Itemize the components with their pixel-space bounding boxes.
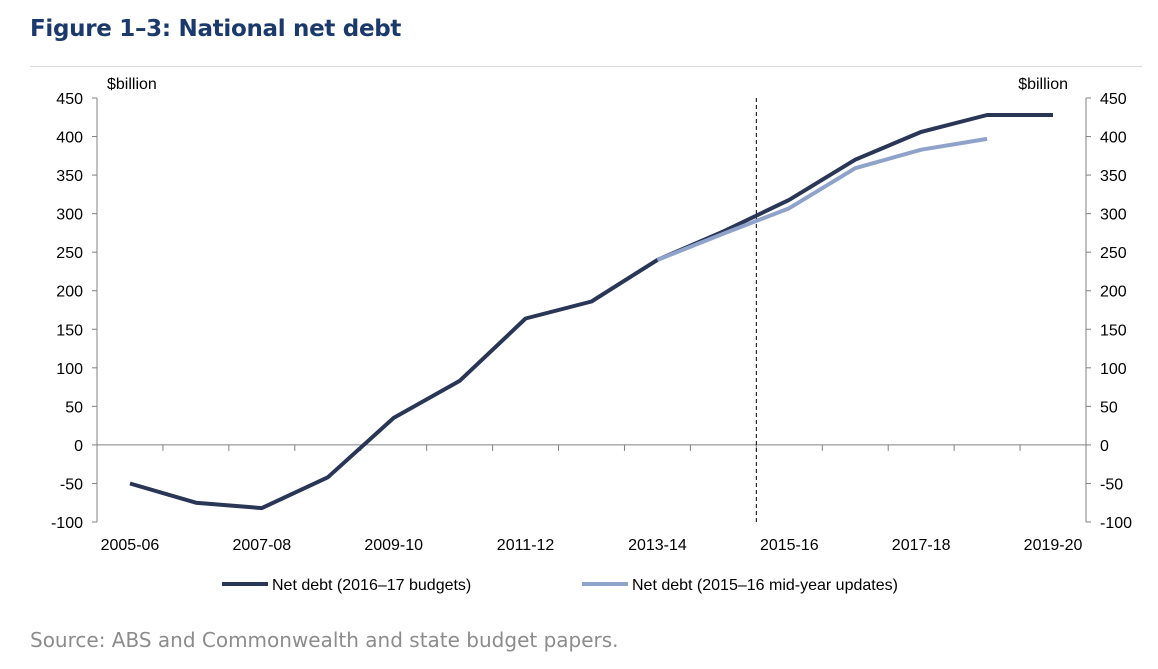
right-y-tick-label: 300 bbox=[1100, 207, 1127, 224]
series-line-2 bbox=[656, 136, 988, 262]
right-y-tick-label: -100 bbox=[1100, 515, 1132, 532]
x-tick-label: 2015-16 bbox=[760, 537, 819, 554]
left-y-tick-label: 50 bbox=[65, 399, 83, 416]
axes-layer: -100 -100 -50 -50 0 0 50 50 100 100 150 150 200 200 25… bbox=[51, 76, 1132, 554]
right-y-tick-label: 100 bbox=[1100, 361, 1127, 378]
figure-title: Figure 1–3: National net debt bbox=[30, 16, 402, 42]
left-y-tick-label: 100 bbox=[56, 361, 83, 378]
right-y-tick-label: 250 bbox=[1100, 245, 1127, 262]
right-y-tick-label: 350 bbox=[1100, 168, 1127, 185]
left-y-tick-label: 0 bbox=[74, 438, 83, 455]
left-axis-unit-label: $billion bbox=[107, 76, 157, 93]
right-y-tick-label: 200 bbox=[1100, 284, 1127, 301]
right-y-tick-label: 50 bbox=[1100, 399, 1118, 416]
series-line-1 bbox=[129, 113, 1053, 511]
x-tick-label: 2017-18 bbox=[892, 537, 951, 554]
left-y-tick-label: 450 bbox=[56, 91, 83, 108]
x-tick-label: 2009-10 bbox=[364, 537, 423, 554]
source-note: Source: ABS and Commonwealth and state b… bbox=[30, 628, 619, 652]
left-y-tick-label: 350 bbox=[56, 168, 83, 185]
x-tick-label: 2005-06 bbox=[101, 537, 160, 554]
right-y-tick-label: 0 bbox=[1100, 438, 1109, 455]
right-y-tick-label: -50 bbox=[1100, 476, 1123, 493]
x-tick-label: 2011-12 bbox=[497, 537, 555, 554]
left-y-tick-label: 250 bbox=[56, 245, 83, 262]
x-tick-label: 2007-08 bbox=[232, 537, 291, 554]
x-tick-label: 2013-14 bbox=[628, 537, 687, 554]
series-layer bbox=[129, 113, 1053, 511]
left-y-tick-label: -50 bbox=[60, 476, 83, 493]
left-y-tick-label: -100 bbox=[51, 515, 83, 532]
right-y-tick-label: 150 bbox=[1100, 322, 1127, 339]
left-y-tick-label: 300 bbox=[56, 207, 83, 224]
legend-label-1: Net debt (2016–17 budgets) bbox=[272, 577, 471, 594]
left-y-tick-label: 150 bbox=[56, 322, 83, 339]
title-divider bbox=[30, 66, 1142, 67]
right-axis-unit-label: $billion bbox=[1018, 76, 1068, 93]
legend-label-2: Net debt (2015–16 mid-year updates) bbox=[632, 577, 898, 594]
left-y-tick-label: 200 bbox=[56, 284, 83, 301]
x-tick-label: 2019-20 bbox=[1024, 537, 1083, 554]
legend: Net debt (2016–17 budgets) Net debt (2015… bbox=[222, 577, 898, 594]
left-y-tick-label: 400 bbox=[56, 130, 83, 147]
right-y-tick-label: 400 bbox=[1100, 130, 1127, 147]
right-y-tick-label: 450 bbox=[1100, 91, 1127, 108]
